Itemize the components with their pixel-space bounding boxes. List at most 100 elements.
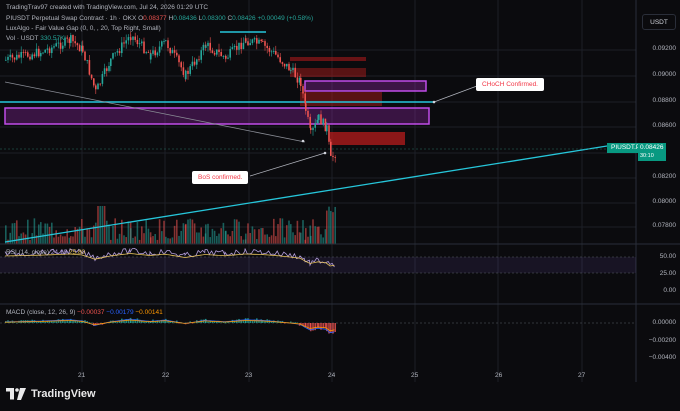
volume-bar <box>251 226 254 244</box>
candle <box>191 61 194 67</box>
volume-bar <box>136 222 139 244</box>
macd-bar <box>53 321 55 323</box>
candle <box>193 61 196 65</box>
candle <box>205 46 207 48</box>
macd-bar <box>35 322 38 323</box>
volume-bar <box>59 234 62 244</box>
macd-bar <box>90 322 93 324</box>
candle <box>264 41 266 46</box>
macd-bar <box>48 321 51 323</box>
volume-bar <box>88 229 91 244</box>
low-value: 0.08300 <box>202 15 226 22</box>
candle <box>332 155 334 157</box>
macd-bar <box>173 322 176 324</box>
volume-bar <box>193 223 196 244</box>
volume-bar <box>82 228 84 244</box>
bos-connector <box>249 152 326 177</box>
macd-bar <box>218 321 220 323</box>
currency-button[interactable]: USDT <box>642 14 676 30</box>
macd-bar <box>95 323 97 325</box>
volume-bar <box>290 224 292 244</box>
volume-bar <box>275 236 277 244</box>
candle <box>198 59 200 61</box>
candle <box>156 52 159 56</box>
candle <box>76 43 79 46</box>
bos-point-2 <box>301 139 305 143</box>
volume-bar <box>185 223 187 244</box>
volume-bar <box>40 222 42 244</box>
candle <box>86 60 88 61</box>
bos-annotation[interactable]: BoS confirmed. <box>192 171 249 184</box>
macd-bar <box>314 323 316 331</box>
volume-bar <box>266 234 268 244</box>
candle <box>312 127 314 131</box>
candle <box>283 63 286 67</box>
time-label: 23 <box>245 372 253 379</box>
volume-bar <box>249 233 251 244</box>
candle <box>220 52 222 57</box>
macd-axis-label: −0.00400 <box>648 354 676 361</box>
volume-bar <box>334 206 336 244</box>
candle <box>176 52 178 56</box>
volume-bar <box>108 224 110 244</box>
rsi-legend[interactable]: RSI (14, close) 24.19 25.80 <box>6 249 86 256</box>
volume-bar <box>176 219 178 244</box>
macd-bar <box>154 321 156 323</box>
macd-bar <box>114 322 116 323</box>
candle <box>121 42 123 54</box>
macd-bar <box>296 322 299 324</box>
candle <box>93 78 95 86</box>
macd-bar <box>141 320 143 323</box>
macd-bar <box>191 323 194 324</box>
macd-bar <box>127 319 130 323</box>
volume-bar <box>55 230 57 244</box>
volume-bar <box>256 238 258 244</box>
candle <box>222 56 225 57</box>
candle <box>68 38 71 43</box>
volume-bar <box>99 206 101 244</box>
rsi-axis-label: 0.00 <box>663 287 676 294</box>
current-price-value-tag: 0.08426 30:10 <box>638 143 666 161</box>
price-label: 0.08200 <box>652 173 677 180</box>
brand-name: TradingView <box>31 388 96 400</box>
volume-bar <box>130 228 132 244</box>
macd-bar <box>74 320 76 323</box>
macd-bar <box>178 323 180 324</box>
candle <box>158 46 161 53</box>
volume-bar <box>78 226 81 244</box>
candle <box>35 48 38 57</box>
volume-bar <box>101 206 104 244</box>
volume-bar <box>103 206 106 244</box>
candle <box>296 77 299 83</box>
red-zone-4 <box>330 132 405 145</box>
macd-bar <box>328 323 330 334</box>
candle <box>44 49 46 53</box>
volume-bar <box>247 223 249 244</box>
macd-bar <box>72 320 74 323</box>
tradingview-logo[interactable]: TradingView <box>6 388 96 400</box>
macd-bar <box>16 322 18 324</box>
candle <box>11 54 14 58</box>
candle <box>227 57 229 59</box>
macd-bar <box>262 320 264 323</box>
volume-bar <box>84 236 86 244</box>
choch-annotation[interactable]: CHoCH Confirmed. <box>476 78 544 91</box>
volume-bar <box>66 229 68 244</box>
macd-bar <box>320 323 322 330</box>
volume-bar <box>258 229 260 244</box>
macd-bar <box>150 322 152 323</box>
volume-bar <box>90 237 93 244</box>
candle <box>132 36 134 40</box>
volume-bar <box>294 235 296 244</box>
macd-bar <box>134 319 136 323</box>
volume-legend[interactable]: Vol · USDT 330.57K <box>6 35 65 42</box>
macd-bar <box>171 321 174 323</box>
indicator-line[interactable]: LuxAlgo - Fair Value Gap (0, 0, , 20, To… <box>6 25 161 32</box>
rsi-ma-value: 25.80 <box>68 249 86 256</box>
macd-legend[interactable]: MACD (close, 12, 26, 9) −0.00037 −0.0017… <box>6 309 163 316</box>
macd-bar <box>78 321 81 323</box>
candle <box>302 86 304 94</box>
candle <box>231 47 234 50</box>
candle <box>298 77 301 83</box>
